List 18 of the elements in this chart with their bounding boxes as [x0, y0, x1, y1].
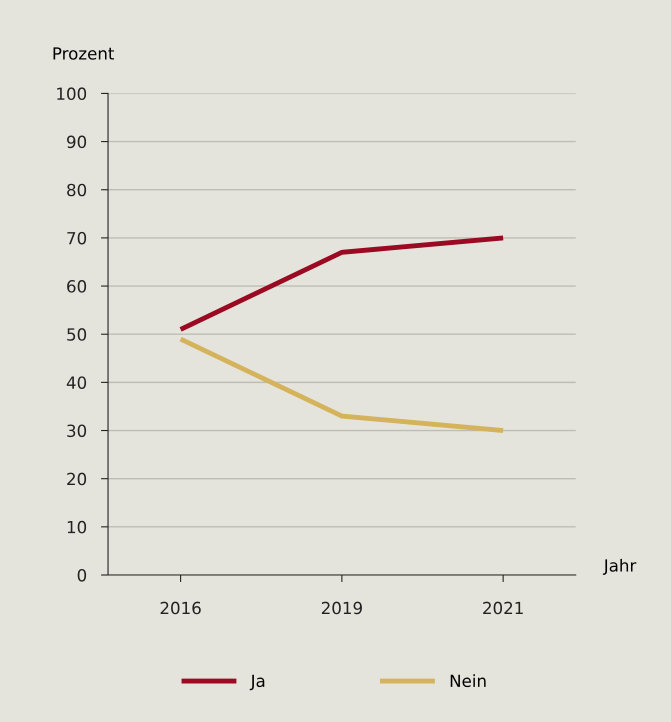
legend-label: Nein	[450, 674, 486, 688]
x-tick-label: 2016	[160, 602, 201, 614]
y-axis-title: Prozent	[54, 47, 114, 60]
y-tick-label: 100	[57, 87, 86, 100]
y-tick-label: 0	[78, 568, 86, 582]
legend-label: Ja	[250, 674, 264, 690]
y-tick-label: 10	[68, 520, 86, 534]
y-tick-label: 30	[67, 424, 86, 438]
y-tick-label: 20	[67, 472, 86, 486]
x-tick-label: 2021	[483, 602, 523, 614]
y-tick-label: 70	[67, 232, 86, 244]
y-tick-label: 50	[67, 328, 86, 341]
y-tick-label: 60	[67, 280, 86, 293]
y-tick-label: 80	[67, 184, 86, 196]
y-tick-label: 90	[67, 136, 86, 148]
y-tick-label: 40	[66, 376, 86, 389]
x-axis-title: Jahr	[602, 558, 636, 575]
x-tick-label: 2019	[322, 602, 362, 614]
